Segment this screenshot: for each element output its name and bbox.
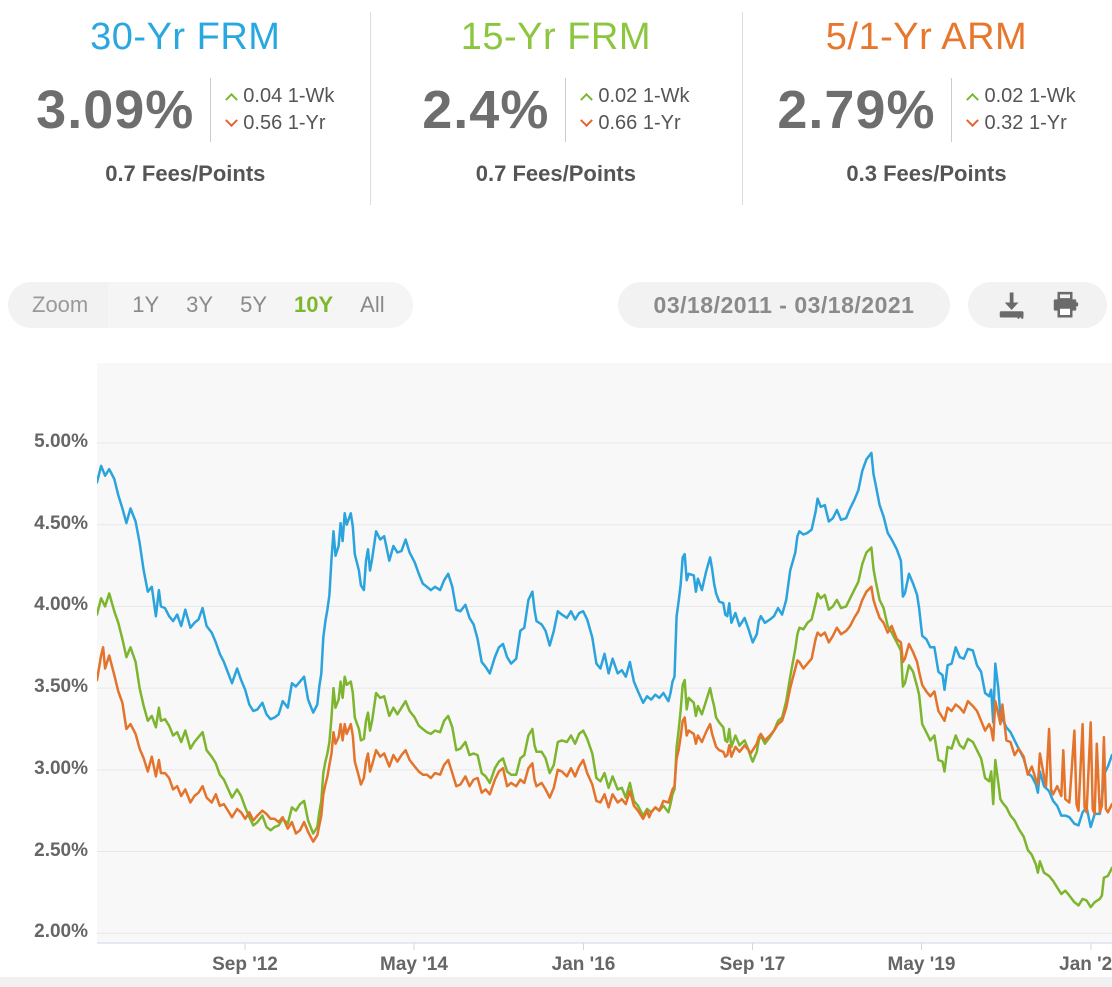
week-change: 0.04 1-Wk xyxy=(243,85,335,107)
divider xyxy=(742,12,743,205)
current-rate: 3.09% xyxy=(36,80,195,140)
year-change: 0.66 1-Yr xyxy=(598,112,681,134)
x-axis-label: May '19 xyxy=(887,954,956,975)
y-axis-label: 3.00% xyxy=(34,757,88,779)
y-axis-label: 2.50% xyxy=(34,839,88,861)
y-axis-label: 2.00% xyxy=(34,921,88,943)
fees-points: 0.7 Fees/Points xyxy=(105,161,266,186)
down-caret-icon xyxy=(225,114,239,128)
date-range-text: 03/18/2011 - 03/18/2021 xyxy=(653,291,915,318)
rates-line-chart[interactable] xyxy=(97,363,1112,963)
zoom-option-all[interactable]: All xyxy=(360,292,385,317)
current-rate: 2.4% xyxy=(422,80,550,140)
current-rate: 2.79% xyxy=(777,80,936,140)
year-change: 0.56 1-Yr xyxy=(243,112,326,134)
date-range-display[interactable]: 03/18/2011 - 03/18/2021 xyxy=(618,282,950,328)
divider xyxy=(951,78,953,142)
fees-points: 0.7 Fees/Points xyxy=(475,161,636,186)
x-axis-label: Sep '12 xyxy=(212,954,278,975)
divider xyxy=(370,12,371,205)
card-title: 30-Yr FRM xyxy=(90,16,281,58)
card-51yr-arm: 5/1-Yr ARM 2.79% 0.02 1-Wk 0.32 1-Yr 0.3… xyxy=(741,0,1112,215)
zoom-option-5y[interactable]: 5Y xyxy=(240,292,268,317)
download-icon[interactable] xyxy=(996,291,1026,319)
zoom-option-1y[interactable]: 1Y xyxy=(132,292,160,317)
zoom-range-selector: Zoom 1Y 3Y 5Y 10Y All xyxy=(8,282,413,328)
navigator-strip xyxy=(0,977,1112,987)
up-caret-icon xyxy=(225,92,239,106)
zoom-label: Zoom xyxy=(32,292,89,317)
divider xyxy=(210,78,212,142)
card-15yr-frm: 15-Yr FRM 2.4% 0.02 1-Wk 0.66 1-Yr 0.7 F… xyxy=(371,0,742,215)
up-caret-icon xyxy=(966,92,980,106)
week-change: 0.02 1-Wk xyxy=(984,85,1076,107)
x-axis-label: Jan '21 xyxy=(1059,954,1112,975)
y-axis-label: 4.00% xyxy=(34,594,88,616)
card-title: 15-Yr FRM xyxy=(460,16,652,58)
year-change: 0.32 1-Yr xyxy=(984,112,1067,134)
up-caret-icon xyxy=(580,92,594,106)
print-icon[interactable] xyxy=(1050,291,1080,319)
down-caret-icon xyxy=(580,114,594,128)
y-axis-label: 5.00% xyxy=(34,431,88,453)
x-axis-label: Sep '17 xyxy=(719,954,786,975)
zoom-option-3y[interactable]: 3Y xyxy=(186,292,214,317)
down-caret-icon xyxy=(966,114,980,128)
zoom-option-10y[interactable]: 10Y xyxy=(294,292,334,317)
x-axis-label: May '14 xyxy=(380,954,448,975)
y-axis-label: 4.50% xyxy=(34,512,88,534)
card-30yr-frm: 30-Yr FRM 3.09% 0.04 1-Wk 0.56 1-Yr 0.7 … xyxy=(0,0,371,215)
y-axis-label: 3.50% xyxy=(34,676,88,698)
export-controls xyxy=(968,282,1107,328)
divider xyxy=(565,78,567,142)
rate-cards: 30-Yr FRM 3.09% 0.04 1-Wk 0.56 1-Yr 0.7 … xyxy=(0,0,1112,215)
card-title: 5/1-Yr ARM xyxy=(825,16,1028,58)
week-change: 0.02 1-Wk xyxy=(598,85,690,107)
x-axis-label: Jan '16 xyxy=(551,954,616,975)
fees-points: 0.3 Fees/Points xyxy=(846,161,1007,186)
